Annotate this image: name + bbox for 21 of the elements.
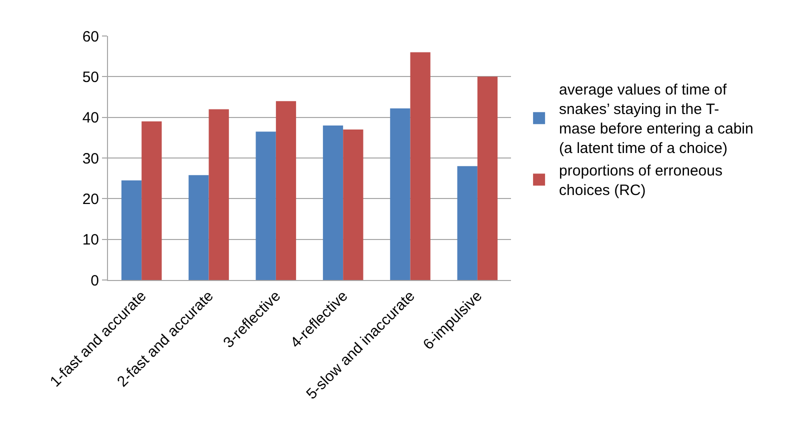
bar [142, 121, 162, 280]
bar [410, 52, 430, 280]
bar [457, 166, 478, 280]
y-tick-label: 50 [82, 68, 99, 86]
legend-label: proportions of erroneous choices (RC) [559, 162, 722, 200]
bar [121, 180, 142, 280]
y-tick-label: 20 [82, 190, 99, 208]
bar [208, 109, 229, 280]
y-tick-label: 60 [82, 28, 99, 46]
legend-label: average values of time of snakes’ staying in the T-mase before entering a cabin (a latent time of a choice) [559, 82, 754, 158]
bar [390, 108, 410, 280]
bar [322, 125, 344, 280]
bar [188, 175, 209, 280]
bar [276, 101, 296, 280]
y-tick-label: 40 [82, 110, 99, 127]
y-tick-label: 10 [82, 232, 99, 249]
bar [343, 130, 364, 280]
y-tick-label: 30 [82, 150, 99, 168]
bar [477, 76, 498, 280]
bar [256, 132, 276, 280]
y-tick-label: 0 [90, 272, 99, 290]
